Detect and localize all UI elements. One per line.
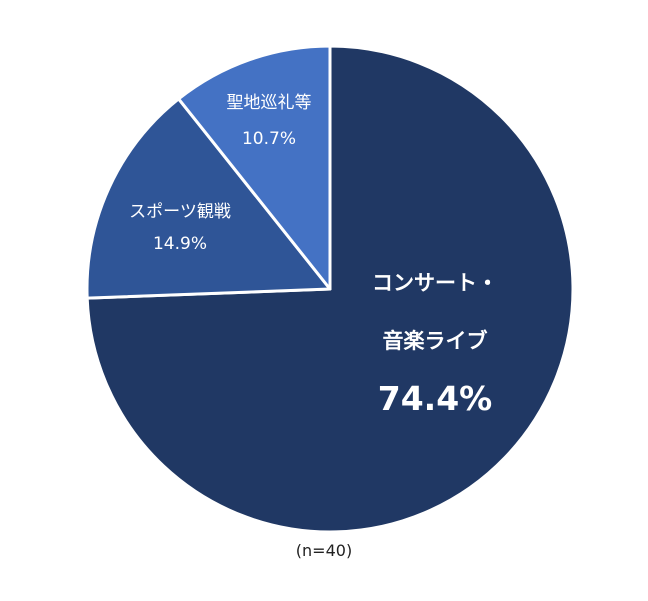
pie-slice	[177, 44, 332, 291]
slice-label: 音楽ライブ	[383, 329, 488, 353]
sample-size-note: (n=40)	[295, 541, 353, 560]
pie-slice	[85, 97, 332, 300]
slice-value-label: 74.4%	[378, 379, 493, 418]
slice-label: スポーツ観戦	[129, 202, 231, 222]
slice-value-label: 14.9%	[153, 234, 207, 254]
slice-label: 聖地巡礼等	[227, 93, 312, 113]
slice-label: コンサート・	[372, 271, 498, 295]
slice-value-label: 10.7%	[242, 129, 296, 149]
